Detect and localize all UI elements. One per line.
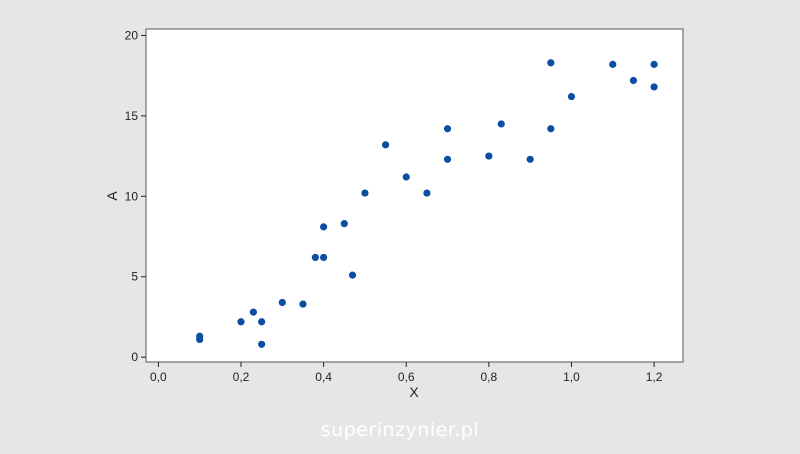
x-tick-label: 0,6 — [398, 370, 415, 384]
x-tick-label: 0,8 — [481, 370, 498, 384]
y-tick-label: 15 — [125, 109, 139, 123]
data-point — [423, 189, 431, 197]
data-point — [650, 83, 658, 91]
data-point — [249, 308, 257, 316]
data-point — [547, 125, 555, 133]
x-tick-label: 1,2 — [646, 370, 663, 384]
data-point — [547, 59, 555, 67]
data-points — [196, 59, 658, 348]
data-point — [497, 120, 505, 128]
data-point — [526, 155, 534, 163]
y-tick-label: 5 — [131, 270, 138, 284]
data-point — [348, 271, 357, 279]
data-point — [258, 318, 266, 326]
data-point — [340, 220, 348, 228]
data-point — [609, 60, 617, 68]
y-axis-label: A — [104, 191, 120, 201]
data-point — [361, 189, 369, 197]
data-point — [381, 141, 390, 149]
x-tick-label: 0,2 — [233, 370, 250, 384]
data-point — [237, 318, 245, 326]
data-point — [650, 60, 658, 68]
y-tick-label: 0 — [131, 350, 138, 364]
data-point — [629, 76, 638, 85]
data-point — [299, 300, 307, 308]
data-point — [485, 152, 493, 160]
x-tick-label: 0,0 — [150, 370, 167, 384]
data-point — [278, 298, 286, 307]
y-tick-label: 20 — [125, 28, 139, 42]
x-tick-label: 1,0 — [563, 370, 580, 384]
y-tick-label: 10 — [125, 189, 139, 203]
watermark: superinzynier.pl — [320, 419, 480, 441]
data-point — [258, 340, 266, 348]
plot-area — [145, 28, 684, 363]
x-axis-label: X — [409, 384, 419, 400]
data-point — [567, 92, 576, 101]
data-point — [320, 223, 328, 231]
x-tick-label: 0,4 — [315, 370, 332, 384]
data-point — [196, 335, 204, 344]
data-point — [443, 155, 452, 163]
data-point — [443, 125, 452, 133]
data-point — [320, 253, 328, 262]
data-point — [402, 173, 410, 181]
data-point — [311, 253, 319, 262]
axis-ticks: 0,0 0,2 0,4 0,6 0,8 1,0 1,2 0 5 10 15 20 — [125, 28, 663, 384]
